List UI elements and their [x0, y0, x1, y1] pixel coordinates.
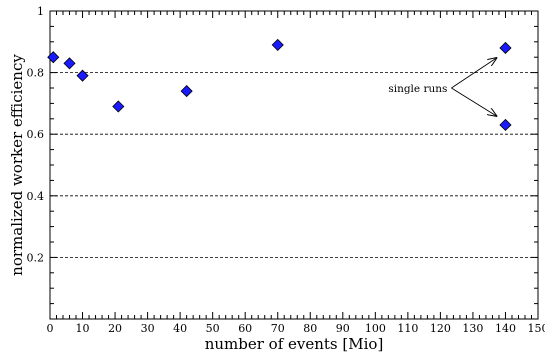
y-tick-labels: 0.2 0.4 0.6 0.8 1: [27, 5, 45, 264]
x-tick-labels: 0 10 20 30 40 50 60 70 80 90 100 110 120 130 140 150: [47, 322, 545, 335]
x-tick-label: 50: [206, 322, 220, 335]
x-tick-label: 20: [108, 322, 122, 335]
data-point: [180, 85, 193, 98]
data-point: [47, 51, 60, 64]
gridlines: [50, 72, 538, 258]
x-tick-label: 60: [238, 322, 252, 335]
x-tick-label: 120: [430, 322, 451, 335]
annotation: single runs: [388, 58, 496, 116]
x-tick-label: 130: [462, 322, 483, 335]
annotation-arrow: [451, 87, 496, 116]
x-tick-label: 40: [173, 322, 187, 335]
x-tick-label: 10: [76, 322, 90, 335]
x-axis-label: number of events [Mio]: [205, 335, 384, 353]
x-tick-label: 0: [47, 322, 54, 335]
x-tick-label: 140: [495, 322, 516, 335]
data-point: [63, 57, 76, 70]
x-tick-label: 110: [397, 322, 418, 335]
x-tick-label: 80: [303, 322, 317, 335]
annotation-label: single runs: [388, 83, 447, 95]
axis-ticks: [49, 10, 539, 319]
x-tick-label: 150: [528, 322, 545, 335]
annotation-arrow: [451, 58, 496, 89]
y-tick-label: 0.2: [27, 251, 45, 264]
data-point: [271, 38, 284, 51]
x-tick-label: 70: [271, 322, 285, 335]
data-point: [499, 118, 512, 132]
plot-area: [49, 10, 539, 320]
x-tick-label: 100: [365, 322, 386, 335]
data-point: [499, 41, 512, 55]
x-tick-label: 30: [141, 322, 155, 335]
y-tick-label: 0.6: [27, 128, 45, 141]
y-tick-label: 0.8: [27, 67, 45, 80]
data-point: [112, 100, 125, 113]
data-points: [47, 38, 512, 132]
data-point: [76, 69, 89, 82]
x-tick-label: 90: [336, 322, 350, 335]
y-axis-label: normalized worker efficiency: [8, 54, 26, 276]
y-tick-label: 0.4: [27, 190, 45, 203]
y-tick-label: 1: [37, 5, 44, 18]
